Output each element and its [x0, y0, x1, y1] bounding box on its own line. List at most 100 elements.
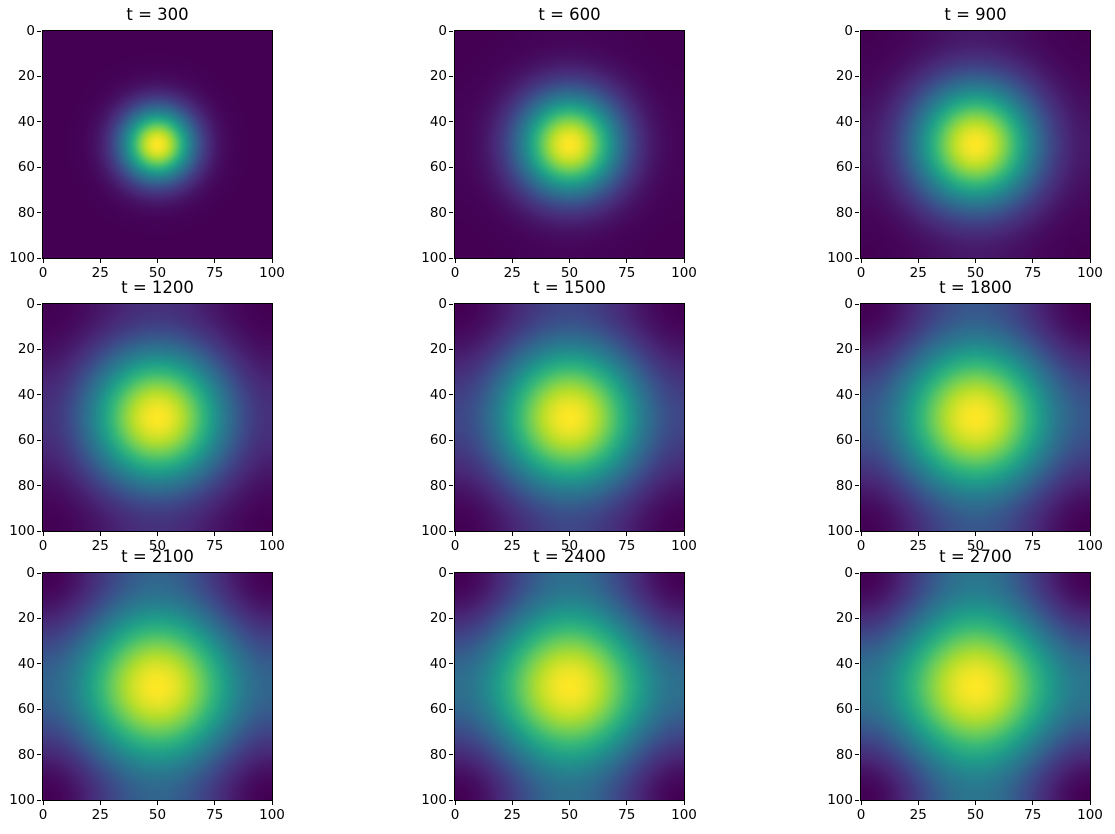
y-tick-mark — [37, 121, 41, 123]
y-tick-mark — [449, 394, 453, 396]
y-tick-mark — [449, 121, 453, 123]
y-tick-mark — [855, 439, 859, 441]
subplot: t = 2700 0 25 50 75 100 0 20 40 60 80 100 — [827, 547, 1103, 823]
x-tick-mark — [454, 532, 456, 536]
x-tick-mark — [511, 259, 513, 263]
x-tick-label: 25 — [909, 265, 927, 281]
y-tick-label: 40 — [429, 655, 447, 672]
y-tick-label: 60 — [429, 432, 447, 449]
y-tick-label: 100 — [9, 792, 35, 808]
y-tick-mark — [449, 348, 453, 350]
y-tick-mark — [449, 708, 453, 710]
y-tick-label: 40 — [429, 113, 447, 130]
y-tick-label: 60 — [835, 432, 853, 449]
x-tick-mark — [860, 801, 862, 805]
y-tick-label: 60 — [429, 159, 447, 176]
x-tick-mark — [626, 259, 628, 263]
subplot-title: t = 300 — [126, 5, 189, 24]
y-tick-label: 100 — [9, 250, 35, 266]
x-tick-mark — [454, 801, 456, 805]
x-tick-label: 25 — [503, 265, 521, 281]
x-tick-mark — [99, 259, 101, 263]
x-tick-label: 100 — [259, 807, 285, 823]
x-tick-mark — [917, 259, 919, 263]
y-tick-label: 60 — [429, 701, 447, 718]
y-tick-label: 60 — [17, 432, 35, 449]
x-tick-label: 0 — [450, 807, 460, 823]
y-tick-label: 20 — [429, 68, 447, 85]
x-tick-mark — [975, 532, 976, 536]
y-tick-mark — [449, 212, 453, 214]
subplot-title: t = 2700 — [939, 547, 1012, 566]
subplot: t = 2100 0 25 50 75 100 0 20 40 60 80 100 — [9, 547, 285, 823]
x-tick-label: 100 — [259, 265, 285, 281]
heatmap-image — [43, 304, 272, 531]
x-tick-label: 25 — [909, 807, 927, 823]
x-tick-mark — [271, 532, 273, 536]
subplot: t = 600 0 25 50 75 100 0 20 40 60 80 100 — [421, 5, 697, 281]
x-tick-mark — [1032, 801, 1034, 805]
x-tick-mark — [683, 259, 685, 263]
y-tick-label: 0 — [844, 23, 853, 39]
y-tick-label: 100 — [421, 523, 447, 539]
x-tick-mark — [1089, 801, 1091, 805]
heatmap-image — [455, 31, 684, 258]
y-tick-label: 60 — [17, 701, 35, 718]
y-tick-mark — [855, 754, 859, 756]
y-tick-mark — [449, 257, 453, 259]
subplot-title: t = 1800 — [939, 278, 1012, 297]
y-tick-mark — [855, 663, 859, 665]
y-tick-mark — [449, 754, 453, 756]
y-tick-mark — [855, 530, 859, 532]
y-tick-mark — [855, 75, 859, 77]
heatmap-axes: 0 25 50 75 100 0 20 40 60 80 100 — [421, 296, 697, 554]
x-tick-mark — [511, 801, 513, 805]
y-tick-label: 40 — [17, 655, 35, 672]
y-tick-mark — [855, 212, 859, 214]
x-tick-label: 50 — [966, 807, 985, 823]
subplot-title: t = 1500 — [533, 278, 606, 297]
x-tick-label: 25 — [91, 807, 109, 823]
y-tick-label: 0 — [26, 565, 35, 581]
x-tick-mark — [271, 259, 273, 263]
y-tick-label: 20 — [17, 610, 35, 627]
y-tick-label: 20 — [835, 610, 853, 627]
heatmap-axes: 0 25 50 75 100 0 20 40 60 80 100 — [827, 565, 1103, 823]
x-tick-mark — [569, 801, 570, 805]
y-tick-label: 20 — [835, 341, 853, 358]
x-tick-label: 25 — [503, 807, 521, 823]
x-tick-label: 50 — [148, 265, 167, 281]
heatmap-image — [861, 573, 1090, 800]
x-tick-label: 0 — [38, 538, 48, 554]
heatmap-image — [455, 573, 684, 800]
y-tick-label: 20 — [835, 68, 853, 85]
x-tick-mark — [569, 259, 570, 263]
subplot: t = 2400 0 25 50 75 100 0 20 40 60 80 100 — [421, 547, 697, 823]
y-tick-mark — [37, 303, 41, 305]
x-tick-label: 0 — [856, 538, 866, 554]
y-tick-mark — [855, 708, 859, 710]
x-tick-label: 25 — [909, 538, 927, 554]
y-tick-mark — [37, 485, 41, 487]
x-tick-label: 25 — [91, 538, 109, 554]
y-tick-mark — [37, 166, 41, 168]
y-tick-label: 20 — [429, 341, 447, 358]
x-tick-label: 25 — [91, 265, 109, 281]
x-tick-mark — [917, 532, 919, 536]
y-tick-label: 100 — [827, 523, 853, 539]
heatmap-axes: 0 25 50 75 100 0 20 40 60 80 100 — [9, 296, 285, 554]
x-tick-label: 75 — [1024, 265, 1042, 281]
x-tick-label: 100 — [259, 538, 285, 554]
y-tick-mark — [37, 754, 41, 756]
x-tick-mark — [1032, 532, 1034, 536]
y-tick-mark — [449, 75, 453, 77]
x-tick-label: 50 — [560, 807, 579, 823]
heatmap-axes: 0 25 50 75 100 0 20 40 60 80 100 — [421, 565, 697, 823]
y-tick-mark — [37, 572, 41, 574]
x-tick-mark — [454, 259, 456, 263]
x-tick-mark — [569, 532, 570, 536]
x-tick-mark — [99, 801, 101, 805]
y-tick-mark — [37, 257, 41, 259]
heatmap-axes: 0 25 50 75 100 0 20 40 60 80 100 — [9, 23, 285, 281]
x-tick-mark — [42, 259, 44, 263]
